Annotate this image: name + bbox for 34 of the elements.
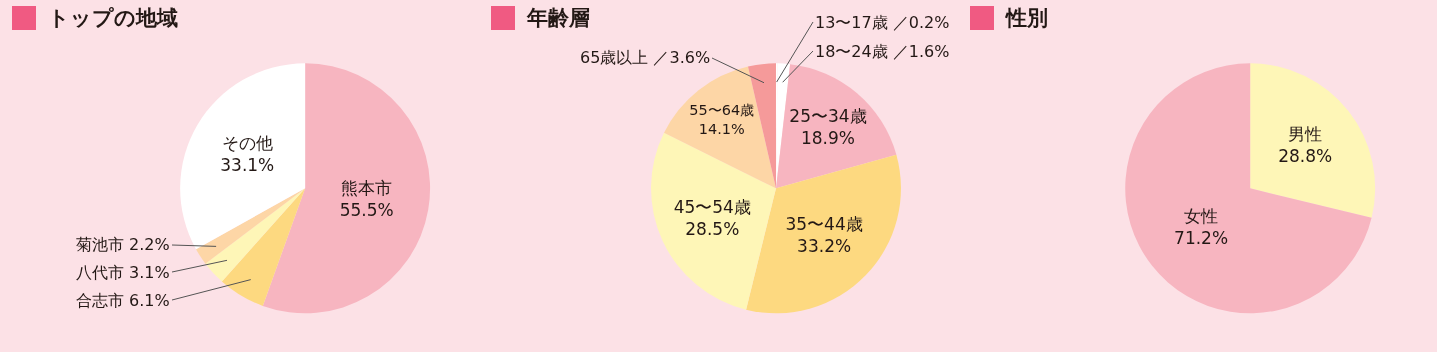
pie-slice	[651, 132, 776, 310]
pie-slice	[196, 188, 306, 264]
data-label: 14.1%	[698, 121, 745, 138]
slice-label: 25〜34歳	[789, 106, 867, 127]
data-label: 28.5%	[685, 218, 740, 239]
slice-label: 45〜54歳	[673, 196, 751, 217]
data-label: 18.9%	[800, 128, 855, 149]
data-label: 71.2%	[1174, 227, 1229, 248]
data-label: 28.8%	[1278, 146, 1333, 167]
slice-label: 18〜24歳 ／1.6%	[815, 42, 950, 61]
pie-slice	[664, 66, 776, 189]
data-label: 33.2%	[797, 236, 852, 257]
slice-label: 女性	[1184, 205, 1219, 226]
pie-slice	[1125, 63, 1372, 314]
pie-slice	[1250, 63, 1376, 218]
slice-label: 13〜17歳 ／0.2%	[815, 13, 950, 32]
slice-label: 合志市 6.1%	[76, 291, 170, 310]
chart-title: トップの地域	[48, 5, 178, 32]
pie-slice	[775, 64, 897, 189]
pie-slice	[221, 188, 306, 306]
pie-slice	[205, 188, 306, 282]
slice-label: 熊本市	[341, 178, 393, 199]
slice-label: 65歳以上 ／3.6%	[580, 48, 711, 67]
chart-title: 年齢層	[527, 5, 590, 32]
slice-label: 35〜44歳	[785, 213, 863, 234]
data-label: 55.5%	[339, 200, 394, 221]
slice-label: その他	[221, 133, 273, 154]
slice-label: 男性	[1288, 124, 1323, 145]
slice-label: 菊池市 2.2%	[76, 235, 170, 254]
chart-title: 性別	[1006, 5, 1048, 32]
pie-slice	[180, 63, 306, 250]
slice-label: 八代市 3.1%	[76, 263, 170, 282]
data-label: 33.1%	[220, 155, 275, 176]
slice-label: 55〜64歳	[689, 102, 755, 119]
